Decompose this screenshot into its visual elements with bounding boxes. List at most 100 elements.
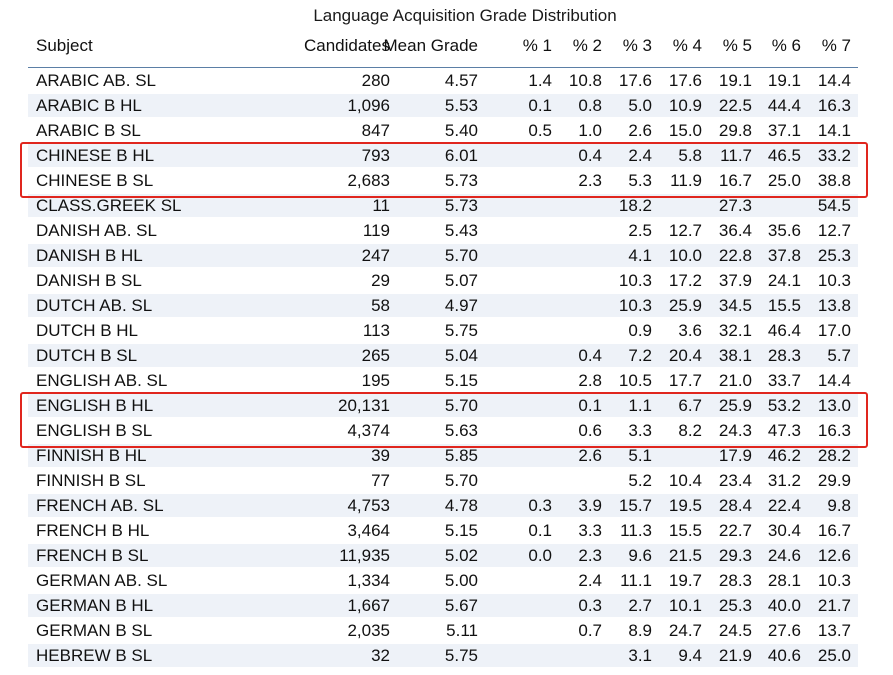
cell-pct-4: 19.7 <box>668 571 702 590</box>
cell-mean-grade: 5.15 <box>444 521 478 540</box>
cell-pct-1: 0.0 <box>528 546 552 565</box>
cell-subject: DUTCH B SL <box>36 346 138 365</box>
cell-pct-3: 2.6 <box>628 121 652 140</box>
cell-subject: GERMAN B SL <box>36 621 153 640</box>
table-row: DUTCH B HL 113 5.75 0.9 3.6 32.1 46.4 17.0 <box>0 318 893 343</box>
cell-pct-6: 35.6 <box>767 221 801 240</box>
cell-mean-grade: 4.78 <box>444 496 478 515</box>
cell-pct-7: 5.7 <box>827 346 851 365</box>
header-mean-grade: Mean Grade <box>383 36 479 55</box>
cell-pct-1: 0.3 <box>528 496 552 515</box>
cell-pct-3: 11.1 <box>620 571 652 590</box>
cell-pct-7: 33.2 <box>817 146 851 165</box>
cell-mean-grade: 6.01 <box>444 146 478 165</box>
cell-pct-2: 2.8 <box>578 371 602 390</box>
row-background <box>28 194 858 217</box>
cell-pct-7: 12.7 <box>817 221 851 240</box>
cell-candidates: 2,683 <box>347 171 390 190</box>
row-background <box>28 444 858 467</box>
cell-subject: GERMAN AB. SL <box>36 571 168 590</box>
cell-pct-4: 15.0 <box>668 121 702 140</box>
cell-mean-grade: 5.73 <box>444 171 478 190</box>
cell-mean-grade: 5.75 <box>444 321 478 340</box>
cell-pct-4: 10.1 <box>668 596 702 615</box>
cell-pct-2: 0.4 <box>578 346 602 365</box>
cell-mean-grade: 5.85 <box>444 446 478 465</box>
cell-pct-6: 31.2 <box>767 471 801 490</box>
cell-pct-4: 10.9 <box>668 96 702 115</box>
cell-pct-3: 5.0 <box>628 96 652 115</box>
cell-pct-2: 2.3 <box>578 171 602 190</box>
cell-pct-5: 36.4 <box>718 221 752 240</box>
cell-pct-5: 32.1 <box>718 321 752 340</box>
cell-pct-7: 12.6 <box>817 546 851 565</box>
table-row: ENGLISH B SL 4,374 5.63 0.6 3.3 8.2 24.3 47.3 16… <box>0 418 893 443</box>
cell-candidates: 247 <box>361 246 390 265</box>
cell-pct-5: 29.8 <box>718 121 752 140</box>
highlight-box-english <box>20 392 868 448</box>
cell-pct-4: 3.6 <box>678 321 702 340</box>
cell-pct-5: 34.5 <box>718 296 752 315</box>
cell-pct-4: 20.4 <box>668 346 702 365</box>
cell-pct-4: 10.4 <box>668 471 702 490</box>
cell-candidates: 39 <box>371 446 390 465</box>
header-pct-7: % 7 <box>821 36 851 55</box>
cell-candidates: 113 <box>362 321 390 340</box>
cell-pct-7: 38.8 <box>817 171 851 190</box>
row-background <box>28 644 858 667</box>
cell-mean-grade: 5.70 <box>444 396 478 415</box>
cell-mean-grade: 5.15 <box>444 371 478 390</box>
cell-pct-5: 25.3 <box>718 596 752 615</box>
table-row: FRENCH B SL 11,935 5.02 0.0 2.3 9.6 21.5 29.3 24… <box>0 543 893 568</box>
cell-pct-7: 28.2 <box>817 446 851 465</box>
cell-mean-grade: 5.43 <box>444 221 478 240</box>
cell-mean-grade: 5.67 <box>444 596 478 615</box>
cell-pct-3: 10.5 <box>618 371 652 390</box>
cell-subject: ENGLISH B SL <box>36 421 153 440</box>
cell-mean-grade: 5.53 <box>444 96 478 115</box>
cell-mean-grade: 5.63 <box>444 421 478 440</box>
cell-pct-6: 46.4 <box>767 321 801 340</box>
cell-pct-6: 28.3 <box>767 346 801 365</box>
table-row: ENGLISH B HL 20,131 5.70 0.1 1.1 6.7 25.9 53.2 1… <box>0 393 893 418</box>
cell-pct-3: 10.3 <box>618 271 652 290</box>
cell-subject: DANISH B SL <box>36 271 142 290</box>
cell-candidates: 1,096 <box>347 96 390 115</box>
cell-pct-7: 25.3 <box>817 246 851 265</box>
cell-pct-2: 0.1 <box>578 396 602 415</box>
cell-pct-4: 21.5 <box>668 546 702 565</box>
table-row: DANISH B HL 247 5.70 4.1 10.0 22.8 37.8 25.3 <box>0 243 893 268</box>
table-row: CHINESE B SL 2,683 5.73 2.3 5.3 11.9 16.7 25.0 3… <box>0 168 893 193</box>
table-row: FRENCH AB. SL 4,753 4.78 0.3 3.9 15.7 19.5 28.4… <box>0 493 893 518</box>
cell-pct-5: 11.7 <box>720 146 752 165</box>
header-pct-6: % 6 <box>771 36 801 55</box>
header-candidates: Candidates <box>303 36 390 55</box>
cell-mean-grade: 4.57 <box>444 71 478 90</box>
cell-candidates: 119 <box>362 221 390 240</box>
cell-pct-6: 25.0 <box>767 171 801 190</box>
cell-pct-3: 11.3 <box>620 521 652 540</box>
cell-subject: ENGLISH AB. SL <box>36 371 168 390</box>
cell-pct-5: 27.3 <box>718 196 752 215</box>
cell-pct-4: 19.5 <box>668 496 702 515</box>
cell-subject: CHINESE B HL <box>36 146 155 165</box>
cell-pct-3: 17.6 <box>618 71 652 90</box>
cell-pct-2: 0.7 <box>578 621 602 640</box>
cell-pct-1: 0.1 <box>528 96 552 115</box>
cell-subject: FRENCH B HL <box>36 521 150 540</box>
table-row: ARABIC AB. SL 280 4.57 1.4 10.8 17.6 17.6 19.1 1… <box>0 68 893 93</box>
cell-mean-grade: 5.11 <box>446 621 478 640</box>
cell-pct-3: 18.2 <box>618 196 652 215</box>
cell-pct-5: 22.7 <box>718 521 752 540</box>
cell-pct-7: 25.0 <box>817 646 851 665</box>
cell-pct-7: 14.4 <box>817 371 851 390</box>
table-row: GERMAN AB. SL 1,334 5.00 2.4 11.1 19.7 28.3 28.… <box>0 568 893 593</box>
cell-candidates: 847 <box>361 121 390 140</box>
cell-subject: FINNISH B SL <box>36 471 146 490</box>
cell-pct-5: 21.9 <box>718 646 752 665</box>
cell-pct-7: 16.3 <box>817 421 851 440</box>
cell-pct-3: 2.5 <box>628 221 652 240</box>
cell-pct-4: 5.8 <box>678 146 702 165</box>
table-row: DUTCH B SL 265 5.04 0.4 7.2 20.4 38.1 28.3 5.7 <box>0 343 893 368</box>
cell-pct-4: 17.7 <box>668 371 702 390</box>
